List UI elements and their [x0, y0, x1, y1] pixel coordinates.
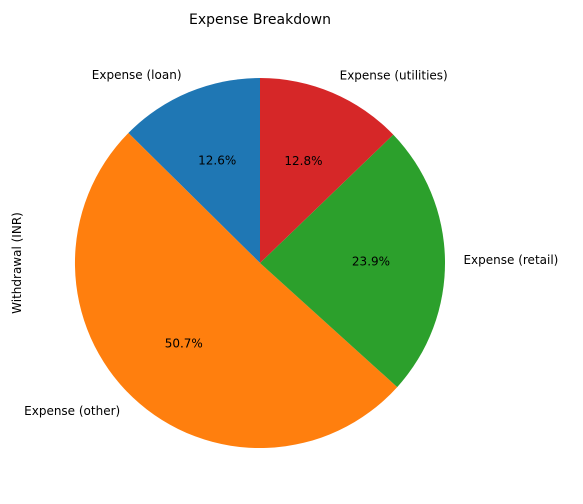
pie-pct-label-0: 12.6% — [198, 154, 236, 168]
pie-category-label-1: Expense (other) — [24, 404, 120, 418]
pie-slice-3 — [260, 78, 394, 263]
pie-slice-1 — [74, 133, 398, 449]
pie-category-label-0: Expense (loan) — [92, 68, 182, 82]
pie-pct-label-2: 23.9% — [352, 254, 390, 268]
pie-labels: 12.6% Expense (loan) 50.7% Expense (other) 2… — [24, 68, 558, 418]
y-axis-label: Withdrawal (INR) — [10, 212, 24, 314]
pie-slices — [74, 78, 446, 449]
pie-category-label-2: Expense (retail) — [463, 253, 558, 267]
pie-slice-2 — [260, 134, 446, 388]
pie-pct-label-1: 50.7% — [165, 337, 203, 351]
pie-pct-label-3: 12.8% — [284, 154, 322, 168]
pie-category-label-3: Expense (utilities) — [340, 69, 448, 83]
chart-title: Expense Breakdown — [189, 12, 331, 28]
pie-slice-0 — [128, 78, 260, 263]
